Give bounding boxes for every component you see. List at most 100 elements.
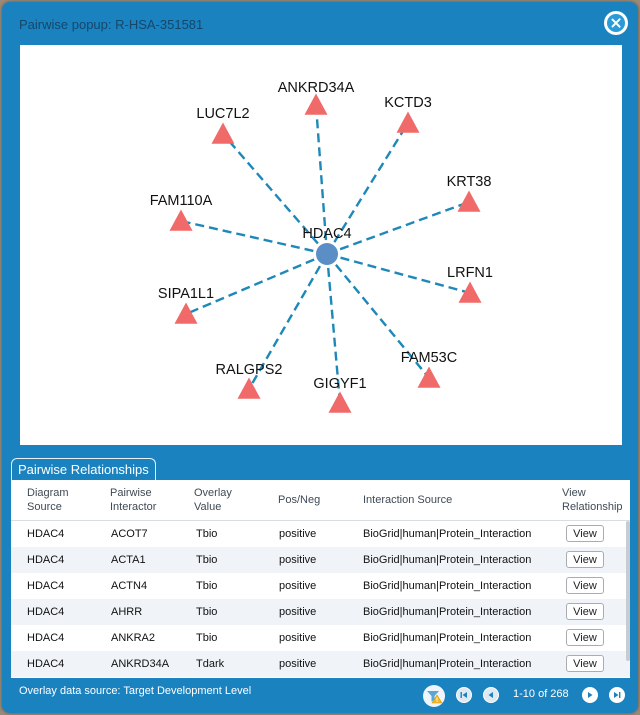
table-scrollbar[interactable] <box>626 521 630 661</box>
next-page-button[interactable] <box>582 687 598 703</box>
cell-interaction-source: BioGrid|human|Protein_Interaction <box>363 658 532 670</box>
previous-page-icon <box>484 688 498 702</box>
node-krt38[interactable] <box>457 190 481 212</box>
cell-pairwise-interactor: AHRR <box>111 606 143 618</box>
edge-fam110a <box>180 219 328 256</box>
edge-fam53c <box>326 253 430 379</box>
close-button[interactable] <box>604 11 628 35</box>
edge-kctd3 <box>325 122 410 255</box>
filter-warning-button[interactable] <box>423 685 445 707</box>
edge-lrfn1 <box>326 252 471 295</box>
node-luc7l2[interactable] <box>211 122 235 144</box>
cell-pairwise-interactor: ANKRA2 <box>111 632 156 644</box>
cell-overlay-value: Tbio <box>196 606 218 618</box>
table-row[interactable]: HDAC4 ACOT7 Tbio positive BioGrid|human|Prot… <box>11 521 630 547</box>
node-gigyf1[interactable] <box>328 391 352 413</box>
first-page-button[interactable] <box>456 687 472 703</box>
header-overlay-value[interactable]: Overlay Value <box>194 487 232 513</box>
node-label-lrfn1: LRFN1 <box>447 265 493 281</box>
cell-diagram-source: HDAC4 <box>27 606 65 618</box>
header-diagram-source[interactable]: Diagram Source <box>27 487 69 513</box>
cell-pairwise-interactor: ACTA1 <box>111 554 146 566</box>
network-graph[interactable]: ANKRD34A KCTD3 LUC7L2 FAM110A KRT38 LRFN1 SIPA… <box>20 45 622 445</box>
node-ralgps2[interactable] <box>237 377 261 399</box>
node-kctd3[interactable] <box>396 111 420 133</box>
cell-interaction-source: BioGrid|human|Protein_Interaction <box>363 606 532 618</box>
table-header: Diagram Source Pairwise Interactor Overl… <box>11 480 630 521</box>
cell-diagram-source: HDAC4 <box>27 658 65 670</box>
first-page-icon <box>457 688 471 702</box>
close-icon <box>607 14 625 32</box>
edge-luc7l2 <box>222 133 328 255</box>
cell-pos-neg: positive <box>279 658 317 670</box>
table-row[interactable]: HDAC4 ANKRA2 Tbio positive BioGrid|human|Pro… <box>11 625 630 651</box>
cell-pairwise-interactor: ACTN4 <box>111 580 148 592</box>
cell-diagram-source: HDAC4 <box>27 554 65 566</box>
popup-title: Pairwise popup: R-HSA-351581 <box>19 17 204 32</box>
cell-diagram-source: HDAC4 <box>27 528 65 540</box>
view-button[interactable]: View <box>566 577 604 594</box>
header-pairwise-interactor[interactable]: Pairwise Interactor <box>110 487 157 513</box>
table-row[interactable]: HDAC4 ACTN4 Tbio positive BioGrid|human|Prot… <box>11 573 630 599</box>
node-lrfn1[interactable] <box>458 281 482 303</box>
node-label-fam110a: FAM110A <box>150 193 213 209</box>
next-page-icon <box>583 688 597 702</box>
center-node-hdac4[interactable] <box>316 243 338 265</box>
view-button[interactable]: View <box>566 629 604 646</box>
cell-pairwise-interactor: ANKRD34A <box>111 658 170 670</box>
cell-pos-neg: positive <box>279 606 317 618</box>
node-label-ralgps2: RALGPS2 <box>216 362 283 378</box>
edge-ankrd34a <box>314 104 329 255</box>
header-interaction-source[interactable]: Interaction Source <box>363 494 453 506</box>
table-row[interactable]: HDAC4 ACTA1 Tbio positive BioGrid|human|Prot… <box>11 547 630 573</box>
cell-pos-neg: positive <box>279 554 317 566</box>
node-label-gigyf1: GIGYF1 <box>313 376 366 392</box>
edge-krt38 <box>326 200 470 256</box>
cell-overlay-value: Tbio <box>196 554 218 566</box>
node-sipa1l1[interactable] <box>174 302 198 324</box>
header-pos-neg[interactable]: Pos/Neg <box>278 494 321 506</box>
node-label-fam53c: FAM53C <box>401 350 457 366</box>
node-ankrd34a[interactable] <box>304 93 328 115</box>
node-label-kctd3: KCTD3 <box>384 95 432 111</box>
edge-sipa1l1 <box>185 252 328 316</box>
cell-pos-neg: positive <box>279 632 317 644</box>
node-fam53c[interactable] <box>417 366 441 388</box>
node-label-luc7l2: LUC7L2 <box>196 106 249 122</box>
table-body: HDAC4 ACOT7 Tbio positive BioGrid|human|Prot… <box>11 521 630 677</box>
node-label-ankrd34a: ANKRD34A <box>278 80 355 96</box>
cell-pairwise-interactor: ACOT7 <box>111 528 148 540</box>
view-button[interactable]: View <box>566 551 604 568</box>
cell-overlay-value: Tbio <box>196 580 218 592</box>
cell-overlay-value: Tdark <box>196 658 225 670</box>
cell-interaction-source: BioGrid|human|Protein_Interaction <box>363 580 532 592</box>
table-row[interactable]: HDAC4 AHRR Tbio positive BioGrid|human|Prote… <box>11 599 630 625</box>
cell-diagram-source: HDAC4 <box>27 580 65 592</box>
header-view-relationship[interactable]: View Relationship <box>562 487 623 513</box>
view-button[interactable]: View <box>566 655 604 672</box>
cell-interaction-source: BioGrid|human|Protein_Interaction <box>363 632 532 644</box>
table-row[interactable]: HDAC4 ANKRD34A Tdark positive BioGrid|human|… <box>11 651 630 677</box>
tab-pairwise-relationships[interactable]: Pairwise Relationships <box>11 458 156 481</box>
view-button[interactable]: View <box>566 603 604 620</box>
cell-interaction-source: BioGrid|human|Protein_Interaction <box>363 554 532 566</box>
filter-warning-icon <box>427 691 443 704</box>
cell-pos-neg: positive <box>279 528 317 540</box>
center-node-label: HDAC4 <box>302 226 351 242</box>
cell-overlay-value: Tbio <box>196 528 218 540</box>
view-button[interactable]: View <box>566 525 604 542</box>
cell-interaction-source: BioGrid|human|Protein_Interaction <box>363 528 532 540</box>
last-page-icon <box>610 688 624 702</box>
node-label-sipa1l1: SIPA1L1 <box>158 286 214 302</box>
previous-page-button[interactable] <box>483 687 499 703</box>
edge-gigyf1 <box>325 253 342 404</box>
cell-overlay-value: Tbio <box>196 632 218 644</box>
last-page-button[interactable] <box>609 687 625 703</box>
network-graph-canvas: ANKRD34A KCTD3 LUC7L2 FAM110A KRT38 LRFN1 SIPA… <box>150 80 493 413</box>
cell-pos-neg: positive <box>279 580 317 592</box>
node-fam110a[interactable] <box>169 209 193 231</box>
page-info: 1-10 of 268 <box>513 688 569 700</box>
cell-diagram-source: HDAC4 <box>27 632 65 644</box>
edge-ralgps2 <box>247 253 329 390</box>
